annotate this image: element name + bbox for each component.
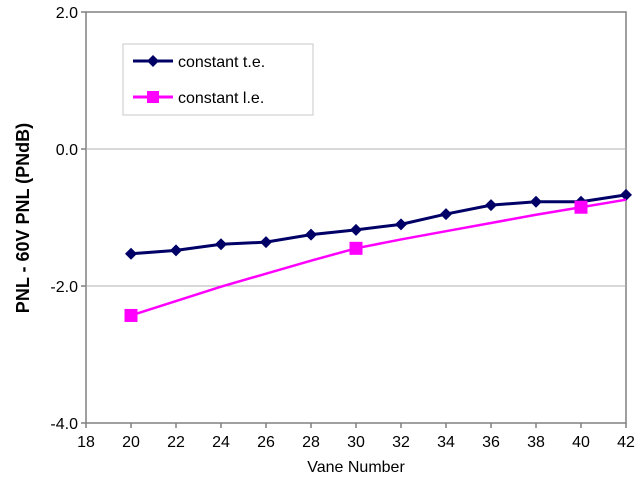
gridlines	[86, 148, 626, 287]
y-tick-labels: 2.0 0.0 -2.0 -4.0	[50, 5, 86, 433]
x-axis-title: Vane Number	[307, 459, 405, 476]
x-tick-label-1: 20	[122, 434, 140, 451]
y-tick-label-0: 2.0	[56, 5, 78, 22]
x-tick-label-6: 30	[347, 434, 365, 451]
point-constant-te-11	[620, 188, 632, 201]
x-tick-label-4: 26	[257, 434, 275, 451]
legend-label-constant-le: constant l.e.	[178, 90, 264, 107]
legend-box	[122, 43, 314, 116]
legend-label-constant-te: constant t.e.	[178, 54, 265, 71]
y-tick-label-1: 0.0	[56, 142, 78, 159]
y-axis-title: PNL - 60V PNL (PNdB)	[13, 123, 33, 313]
x-tick-label-0: 18	[77, 434, 95, 451]
series-line-constant-te	[130, 193, 627, 256]
x-tick-labels: 18 20 22 24 26 28 30 32 34 36 38 40 42	[77, 423, 635, 451]
y-tick-label-2: -2.0	[50, 279, 78, 296]
x-tick-label-11: 40	[572, 434, 590, 451]
legend-marker-constant-le	[147, 91, 159, 103]
x-tick-label-3: 24	[212, 434, 230, 451]
point-constant-te-6	[395, 218, 407, 231]
y-tick-label-3: -4.0	[50, 416, 78, 433]
x-tick-label-2: 22	[167, 434, 185, 451]
series-layer	[124, 188, 632, 322]
x-tick-label-9: 36	[482, 434, 500, 451]
x-tick-label-5: 28	[302, 434, 320, 451]
legend: constant t.e. constant l.e.	[122, 43, 314, 116]
point-constant-te-5	[350, 223, 362, 236]
point-constant-le-1	[349, 241, 363, 255]
x-tick-label-8: 34	[437, 434, 455, 451]
point-constant-te-8	[485, 199, 497, 212]
point-constant-te-2	[215, 238, 227, 251]
x-tick-label-12: 42	[617, 434, 635, 451]
point-constant-te-0	[125, 247, 137, 260]
legend-marker-constant-te	[147, 55, 159, 67]
point-constant-te-3	[260, 236, 272, 249]
point-constant-le-2	[574, 200, 588, 214]
x-tick-label-10: 38	[527, 434, 545, 451]
point-constant-te-1	[170, 244, 182, 257]
point-constant-le-0	[124, 308, 138, 322]
point-constant-te-4	[305, 228, 317, 241]
x-tick-label-7: 32	[392, 434, 410, 451]
point-constant-te-7	[440, 208, 452, 221]
point-constant-te-9	[530, 195, 542, 208]
series-line-constant-le	[130, 198, 627, 317]
